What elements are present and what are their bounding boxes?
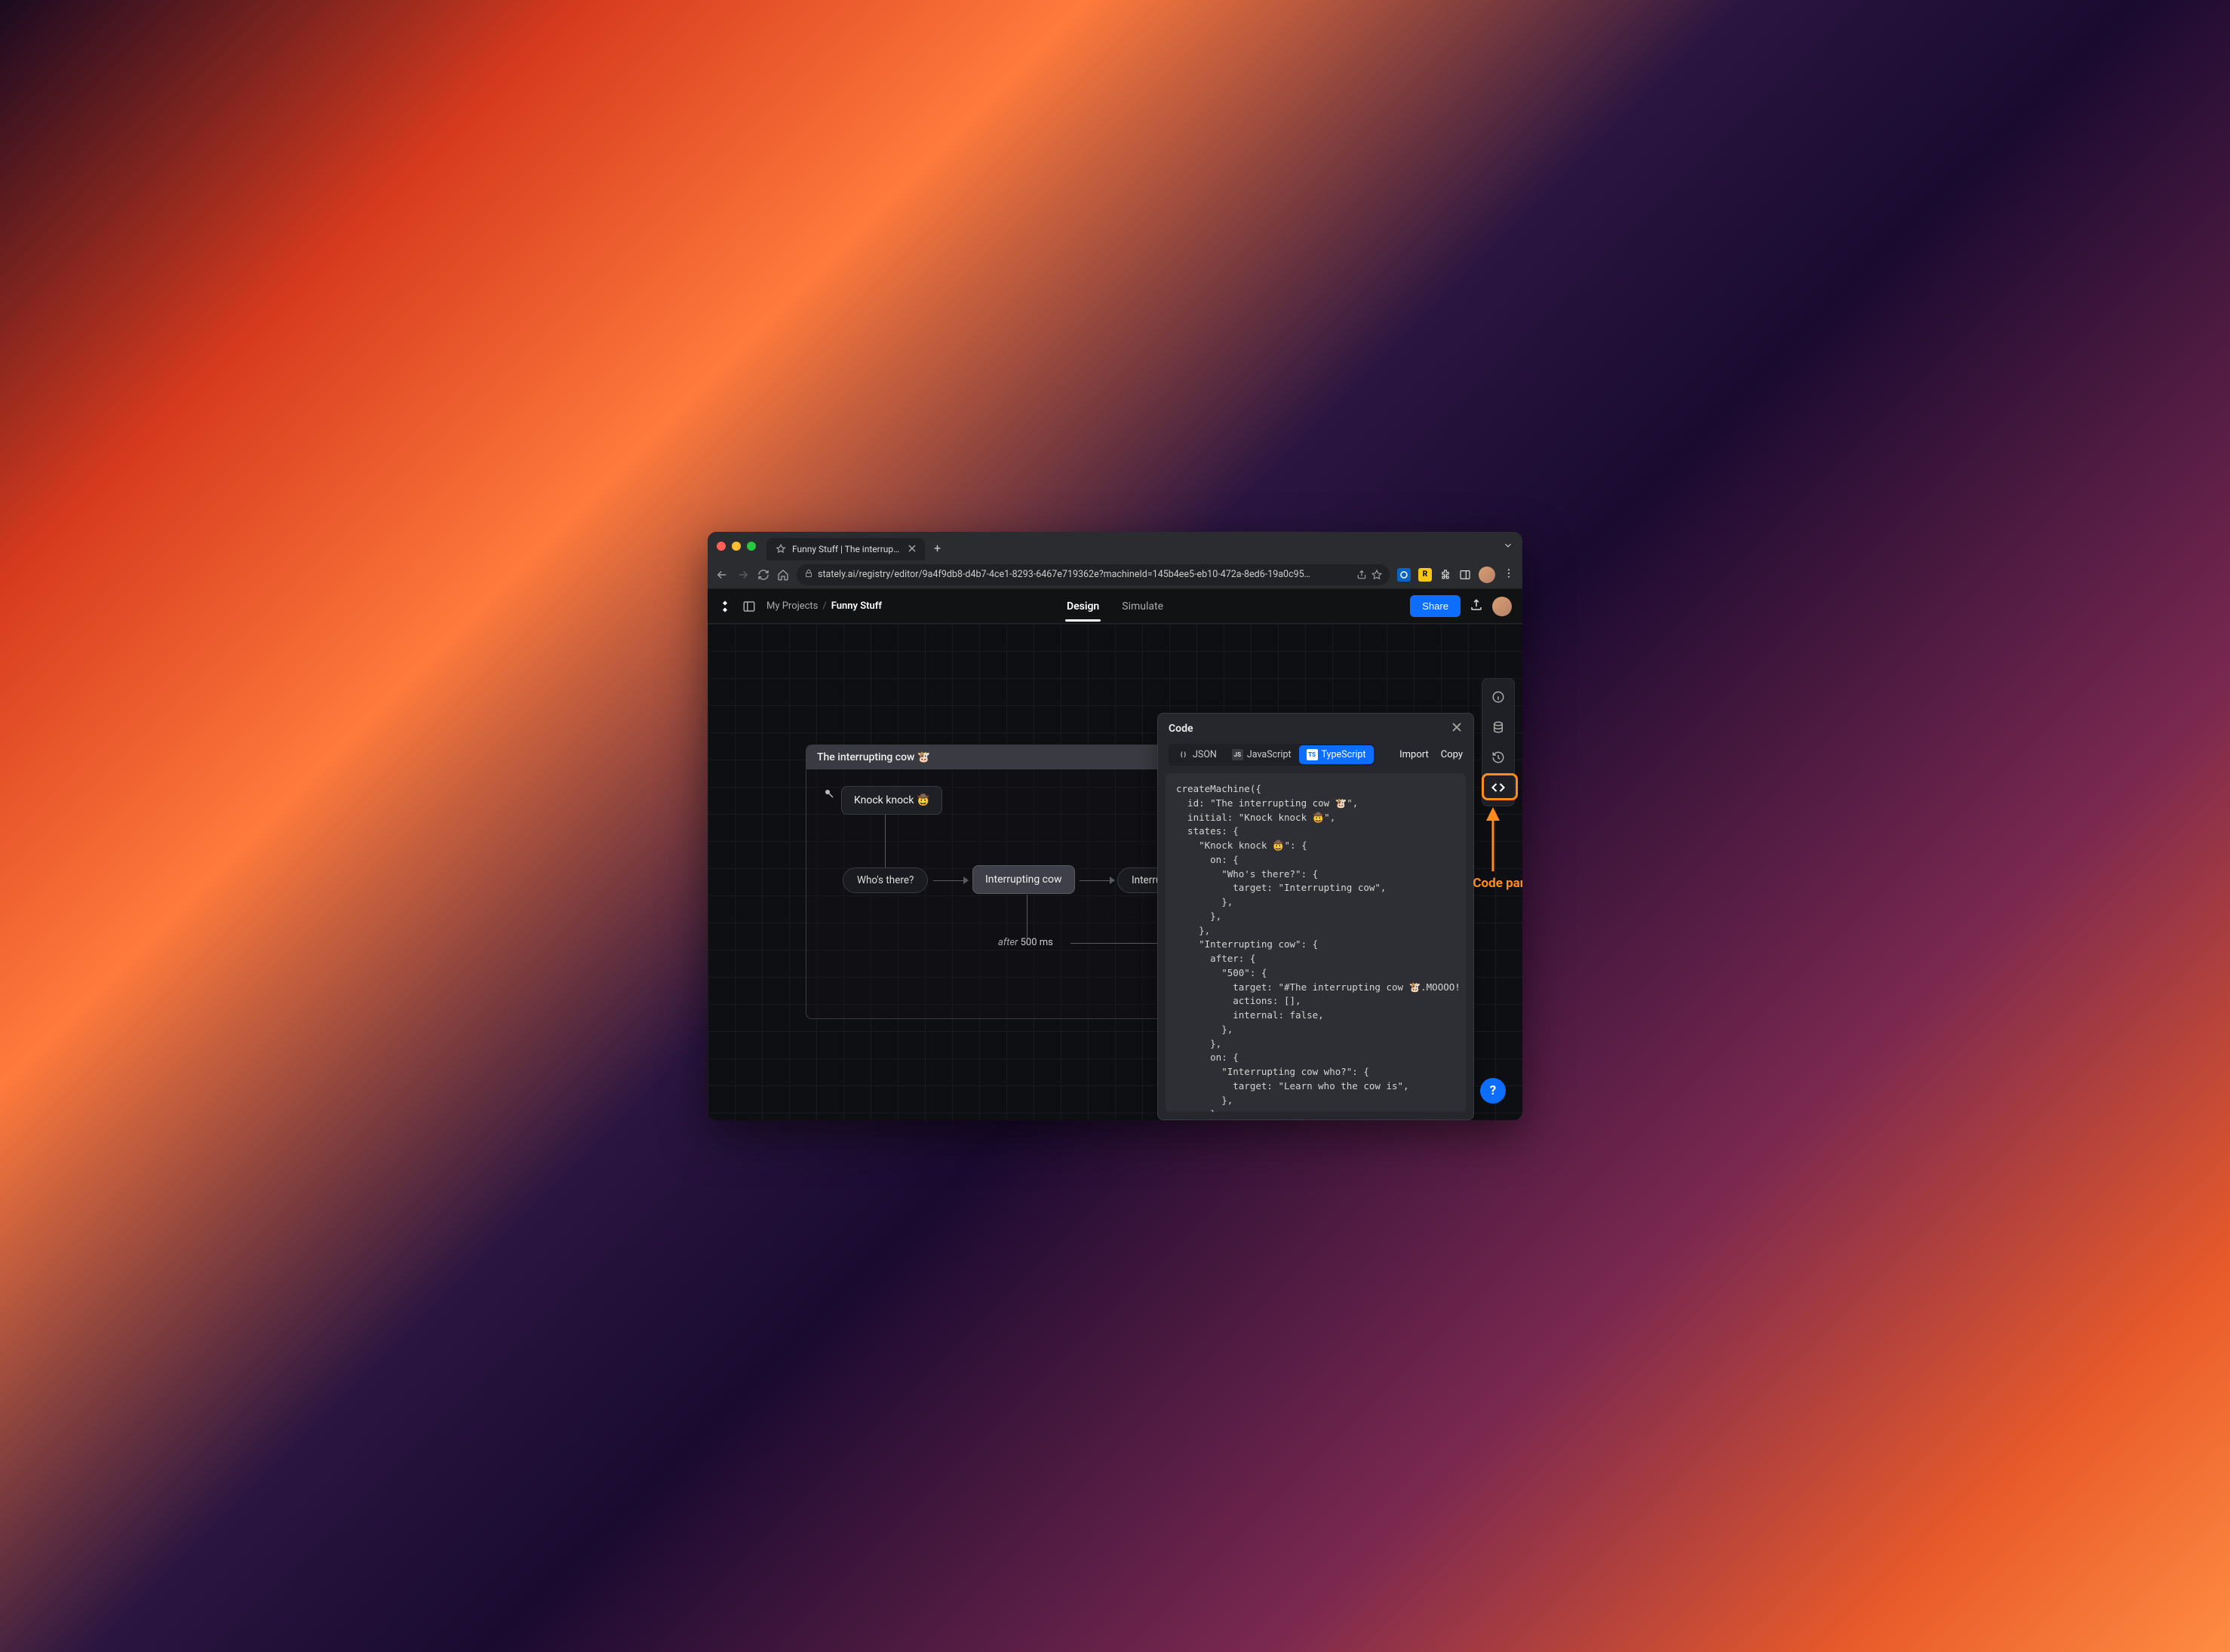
canvas[interactable]: The interrupting cow 🐮 Knock knock 🤠 Who… [708,624,1522,1120]
export-icon[interactable] [1470,598,1483,615]
extension-r-icon[interactable]: R [1418,568,1432,582]
nav-home-button[interactable] [777,569,789,581]
format-label-ts: TypeScript [1322,749,1366,760]
nav-reload-button[interactable] [757,569,769,581]
javascript-icon: JS [1232,749,1243,760]
sidepanel-icon[interactable] [1459,569,1471,581]
tab-simulate[interactable]: Simulate [1120,591,1165,622]
window-controls [717,542,756,551]
arrow-icon [963,877,969,884]
url-text: stately.ai/registry/editor/9a4f9db8-d4b7… [818,569,1352,580]
browser-titlebar: Funny Stuff | The interrupting c + [708,532,1522,560]
format-segmented-control: { } JSON JS JavaScript TS TypeScript [1169,744,1375,766]
nav-back-button[interactable] [715,568,729,582]
share-icon[interactable] [1356,570,1367,580]
code-panel-title: Code [1169,723,1193,735]
extension-1password-icon[interactable] [1397,568,1411,582]
import-button[interactable]: Import [1399,749,1429,760]
rail-data-button[interactable] [1485,714,1512,741]
window-maximize-button[interactable] [747,542,756,551]
json-icon: { } [1178,749,1189,760]
connector [885,815,886,875]
url-input[interactable]: stately.ai/registry/editor/9a4f9db8-d4b7… [797,564,1390,585]
code-panel: Code { } JSON JS JavaScript TS [1157,713,1474,1120]
window-close-button[interactable] [717,542,726,551]
format-label-json: JSON [1193,749,1217,760]
code-panel-header: Code [1158,714,1473,744]
breadcrumb-project[interactable]: Funny Stuff [831,600,882,612]
rail-info-button[interactable] [1485,683,1512,711]
browser-tab-title: Funny Stuff | The interrupting c [792,544,902,554]
tab-design[interactable]: Design [1065,591,1101,622]
initial-state-indicator-icon [825,789,832,797]
tab-close-icon[interactable] [908,544,916,554]
connector [933,880,963,881]
after-duration: 500 ms [1021,937,1053,948]
sidebar-toggle-button[interactable] [742,600,756,613]
tab-overflow-icon[interactable] [1503,539,1513,554]
after-transition-label[interactable]: after 500 ms [988,932,1064,953]
format-tab-javascript[interactable]: JS JavaScript [1224,745,1299,764]
breadcrumb: My Projects / Funny Stuff [766,600,882,612]
bookmark-icon[interactable] [1371,570,1382,580]
lock-icon [804,569,813,581]
nav-forward-button[interactable] [736,568,750,582]
right-rail [1482,678,1515,806]
browser-addressbar: stately.ai/registry/editor/9a4f9db8-d4b7… [708,560,1522,589]
rail-code-button[interactable] [1485,774,1512,801]
extensions-menu-icon[interactable] [1439,569,1451,581]
after-keyword: after [998,937,1018,948]
connector [1080,880,1110,881]
format-label-js: JavaScript [1247,749,1292,760]
browser-menu-icon[interactable] [1503,567,1515,582]
new-tab-button[interactable]: + [934,541,941,555]
share-button[interactable]: Share [1410,595,1461,617]
browser-tab[interactable]: Funny Stuff | The interrupting c [766,538,925,560]
code-editor[interactable]: createMachine({ id: "The interrupting co… [1166,773,1466,1112]
code-toolbar: { } JSON JS JavaScript TS TypeScript Imp… [1158,744,1473,773]
close-icon[interactable] [1451,721,1463,736]
state-node-interrupting-cow[interactable]: Interrupting cow [972,865,1075,894]
rail-history-button[interactable] [1485,744,1512,771]
format-tab-typescript[interactable]: TS TypeScript [1299,745,1374,764]
user-avatar[interactable] [1492,597,1512,616]
typescript-icon: TS [1307,749,1318,760]
event-node-whos-there[interactable]: Who's there? [843,867,928,893]
mode-tabs: Design Simulate [1065,591,1165,622]
breadcrumb-separator: / [822,600,826,612]
app-header: My Projects / Funny Stuff Design Simulat… [708,589,1522,624]
format-tab-json[interactable]: { } JSON [1170,745,1224,764]
extension-icons: R [1397,567,1515,583]
help-button[interactable]: ? [1480,1078,1506,1104]
breadcrumb-root[interactable]: My Projects [766,600,818,612]
favicon-icon [776,544,786,554]
copy-button[interactable]: Copy [1441,749,1463,760]
window-minimize-button[interactable] [732,542,741,551]
profile-avatar[interactable] [1479,567,1495,583]
browser-window: Funny Stuff | The interrupting c + stat [708,532,1522,1120]
arrow-icon [1110,877,1115,884]
state-node-knock[interactable]: Knock knock 🤠 [841,786,942,815]
stately-logo-icon[interactable] [718,600,732,613]
